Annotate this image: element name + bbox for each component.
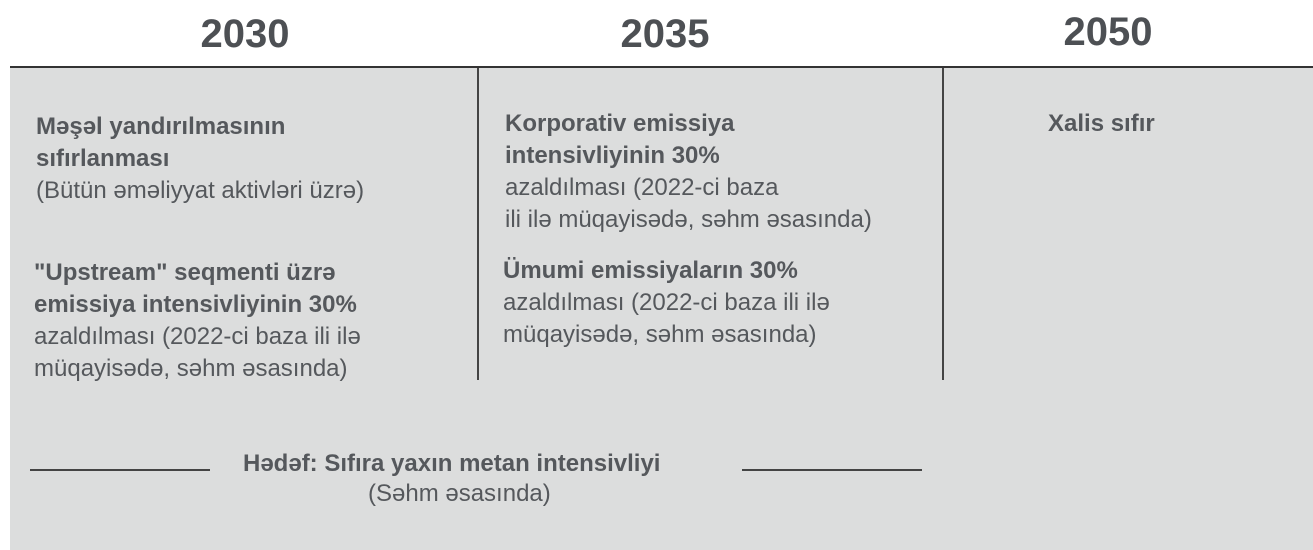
- text-line: azaldılması (2022-ci baza ili ilə: [34, 323, 361, 350]
- year: 2030: [200, 12, 290, 56]
- text-line: Məşəl yandırılmasının: [36, 113, 286, 140]
- text-line: azaldılması (2022-ci baza ili ilə: [503, 289, 830, 316]
- text-line: ili ilə müqayisədə, səhm əsasında): [505, 206, 872, 233]
- year: 2050: [1063, 10, 1153, 54]
- text-line: Xalis sıfır: [1048, 110, 1155, 137]
- divider: [942, 68, 944, 380]
- text-line: Ümumi emissiyaların 30%: [503, 257, 798, 284]
- text-line: müqayisədə, səhm əsasında): [34, 355, 348, 382]
- text-line: intensivliyinin 30%: [505, 142, 720, 169]
- rule: [742, 469, 922, 471]
- text-line: azaldılması (2022-ci baza: [505, 174, 779, 201]
- text-line: Korporativ emissiya: [505, 110, 735, 137]
- panel: [10, 66, 1313, 550]
- text-line: "Upstream" seqmenti üzrə: [34, 259, 336, 286]
- text-line: müqayisədə, səhm əsasında): [503, 321, 817, 348]
- year: 2035: [620, 12, 710, 56]
- footer-subtitle: (Səhm əsasında): [368, 480, 551, 507]
- text-line: emissiya intensivliyinin 30%: [34, 291, 357, 318]
- footer-title: Hədəf: Sıfıra yaxın metan intensivliyi: [243, 450, 661, 477]
- text-line: sıfırlanması: [36, 145, 170, 172]
- rule: [30, 469, 210, 471]
- divider: [477, 68, 479, 380]
- text-line: (Bütün əməliyyat aktivləri üzrə): [36, 177, 365, 204]
